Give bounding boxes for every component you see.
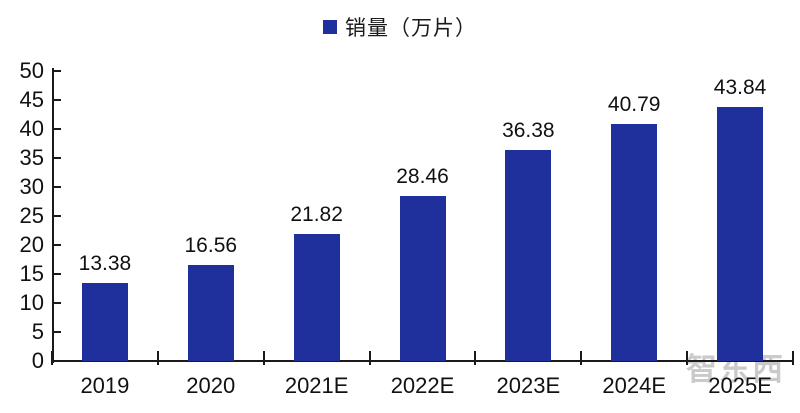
x-axis-category-label: 2019	[80, 373, 130, 398]
bar-2020	[187, 264, 234, 361]
x-axis-tick	[262, 351, 265, 365]
bar-2019	[81, 283, 128, 361]
x-axis-tick	[156, 351, 159, 365]
x-axis-category-label: 2022E	[390, 373, 455, 398]
y-axis-tick	[52, 302, 61, 304]
x-axis-tick	[368, 351, 371, 365]
bar-value-label: 36.38	[502, 118, 555, 142]
y-axis-tick	[52, 215, 61, 217]
y-axis-tick-label: 30	[19, 174, 44, 199]
y-axis-tick-label: 35	[19, 145, 44, 170]
legend-marker-square	[323, 20, 337, 34]
y-axis-tick-label: 15	[19, 261, 44, 286]
y-axis-tick	[52, 70, 61, 72]
x-axis-category-label: 2021E	[284, 373, 349, 398]
bar-2023E	[505, 149, 552, 361]
x-axis-tick	[51, 351, 53, 365]
x-axis-line	[52, 360, 793, 362]
bar-value-label: 13.38	[78, 252, 132, 276]
y-axis-tick-label: 10	[19, 290, 44, 315]
bar-2021E	[293, 234, 340, 361]
bar-2022E	[399, 195, 446, 361]
x-axis-category-label: 2023E	[496, 373, 561, 398]
y-axis-tick-label: 0	[31, 348, 44, 373]
x-axis-tick	[580, 351, 583, 365]
bar-2025E	[717, 106, 764, 361]
y-axis-tick-label: 20	[19, 232, 44, 257]
x-axis-category-label: 2025E	[708, 373, 772, 398]
bar-value-label: 43.84	[713, 75, 767, 99]
x-axis-tick	[686, 351, 689, 365]
y-axis-tick	[52, 157, 61, 159]
y-axis-tick-label: 45	[19, 87, 44, 112]
bar-value-label: 16.56	[184, 233, 238, 257]
legend-series-label: 销量（万片）	[345, 17, 477, 40]
y-axis-tick	[52, 244, 61, 246]
bar-value-label: 21.82	[290, 203, 343, 227]
y-axis-tick	[52, 331, 61, 333]
y-axis-tick-label: 50	[19, 58, 44, 83]
x-axis-tick	[474, 351, 477, 365]
x-axis-tick	[792, 351, 794, 365]
y-axis-tick	[52, 128, 61, 130]
chart-legend: 销量（万片）	[0, 12, 800, 42]
bar-value-label: 28.46	[396, 164, 449, 188]
y-axis-tick-label: 25	[19, 203, 44, 228]
y-axis-tick	[52, 360, 61, 362]
y-axis-tick	[52, 186, 61, 188]
x-axis-category-label: 2020	[186, 373, 236, 398]
y-axis-tick-label: 5	[31, 319, 44, 344]
y-axis-tick-label: 40	[19, 116, 44, 141]
x-axis-category-label: 2024E	[602, 373, 667, 398]
bar-2024E	[611, 124, 658, 361]
y-axis-tick	[52, 273, 61, 275]
bar-value-label: 40.79	[607, 93, 661, 117]
y-axis-tick	[52, 99, 61, 101]
